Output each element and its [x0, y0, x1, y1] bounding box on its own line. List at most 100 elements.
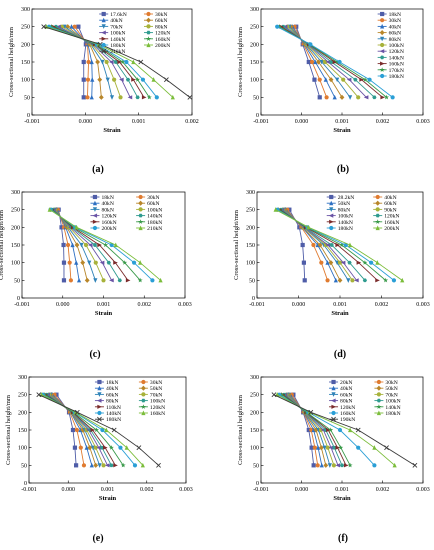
y-axis-label: Cross-sectional height/mm: [0, 210, 5, 280]
data-point: [122, 260, 128, 265]
data-point: [325, 278, 330, 283]
y-tick-label: 250: [246, 208, 255, 214]
x-axis-label: Strain: [333, 127, 351, 134]
data-point: [83, 242, 89, 248]
legend-entry: 140kN: [106, 411, 121, 417]
x-tick-label: -0.001: [14, 302, 30, 308]
data-point: [135, 77, 141, 82]
x-tick-label: 0.003: [179, 487, 193, 493]
data-point: [334, 59, 340, 65]
y-tick-label: 300: [250, 375, 259, 381]
legend-entry: 18kN: [106, 380, 118, 386]
series-180kN: [275, 392, 397, 468]
data-point: [337, 427, 343, 433]
legend-marker: [376, 398, 381, 403]
y-tick-label: 200: [246, 225, 255, 231]
y-tick-label: 100: [21, 78, 30, 84]
legend-entry: 28.2kN: [338, 195, 355, 201]
y-tick-label: 200: [250, 410, 259, 416]
y-axis-label: Cross-sectional height/mm: [233, 210, 240, 280]
legend: 17.6kN 30kN 40kN 60kN 70kN 80kN 100kN 120kN 140k…: [99, 11, 170, 55]
data-point: [111, 427, 117, 433]
data-point: [332, 94, 337, 100]
data-point: [65, 242, 71, 248]
y-tick-label: 150: [11, 243, 20, 249]
data-point: [81, 77, 86, 82]
data-point: [113, 242, 118, 248]
legend-marker: [101, 11, 106, 17]
legend-entry: 40kN: [389, 24, 401, 30]
legend-marker: [92, 219, 98, 224]
legend-marker: [101, 17, 106, 23]
legend-entry: 17.6kN: [110, 12, 127, 18]
data-point: [312, 77, 317, 82]
data-point: [76, 24, 81, 29]
data-point: [275, 24, 280, 29]
legend-marker: [380, 42, 385, 48]
y-tick-label: 50: [253, 463, 259, 469]
x-tick-label: 0.000: [62, 487, 76, 493]
data-point: [326, 427, 331, 433]
data-point: [315, 463, 320, 468]
x-tick-label: 0.002: [185, 119, 199, 125]
panel-caption: (a): [92, 164, 104, 175]
y-axis-label: Cross-sectional height/mm: [237, 395, 244, 465]
y-tick-label: 100: [18, 446, 27, 452]
data-point: [151, 77, 156, 82]
legend-entry: 50kN: [150, 386, 162, 392]
legend: 18kN 30kN 40kN 50kN 60kN 70kN 80kN 100kN 110kN 12…: [94, 379, 165, 423]
data-point: [138, 260, 143, 265]
panel-caption: (d): [334, 349, 346, 360]
data-point: [317, 95, 322, 100]
legend-entry: 140kN: [389, 55, 404, 61]
y-tick-label: 250: [250, 25, 259, 31]
y-tick-label: 50: [24, 95, 30, 101]
data-point: [337, 277, 343, 283]
legend-entry: 30kN: [150, 380, 162, 386]
data-point: [375, 278, 380, 283]
data-point: [273, 207, 278, 212]
data-point: [96, 445, 101, 450]
legend-entry: 30kN: [385, 380, 397, 386]
data-point: [81, 59, 86, 65]
data-point: [72, 24, 77, 29]
data-point: [97, 41, 103, 47]
data-point: [140, 77, 146, 82]
x-tick-label: 0.000: [56, 302, 70, 308]
y-axis-label: Cross-sectional height/mm: [237, 27, 244, 97]
data-point: [109, 95, 115, 100]
data-point: [335, 445, 341, 450]
legend-entry: 40kN: [101, 201, 113, 207]
data-point: [108, 59, 114, 65]
y-tick-label: 300: [18, 375, 27, 381]
legend-entry: 190kN: [340, 417, 355, 423]
data-point: [72, 445, 78, 450]
legend-marker: [101, 48, 107, 54]
legend-entry: 18kN: [101, 195, 113, 201]
legend-marker: [92, 207, 98, 212]
data-point: [89, 94, 94, 100]
legend-marker: [329, 200, 334, 206]
data-point: [79, 242, 84, 248]
legend-entry: 160kN: [150, 411, 165, 417]
y-tick-label: 200: [18, 410, 27, 416]
legend-entry: 180kN: [338, 226, 353, 232]
data-point: [109, 463, 114, 468]
series-180kN: [36, 392, 161, 468]
data-point: [61, 278, 67, 283]
data-point: [101, 463, 106, 468]
legend-marker: [331, 416, 336, 422]
chart-panel-1: -0.001 0.000 0.001 0.002 0 50 100 150 200 250 300 S…: [8, 7, 199, 175]
legend-entry: 140kN: [385, 405, 400, 411]
legend-entry: 100kN: [150, 399, 165, 405]
x-axis-label: Strain: [103, 127, 121, 134]
y-tick-label: 0: [256, 481, 259, 487]
data-point: [61, 260, 67, 265]
y-tick-label: 150: [250, 60, 259, 66]
data-point: [124, 59, 129, 65]
data-point: [363, 95, 369, 100]
data-point: [328, 260, 334, 266]
data-point: [131, 260, 137, 265]
legend-marker: [331, 379, 336, 385]
legend-marker: [376, 404, 382, 409]
